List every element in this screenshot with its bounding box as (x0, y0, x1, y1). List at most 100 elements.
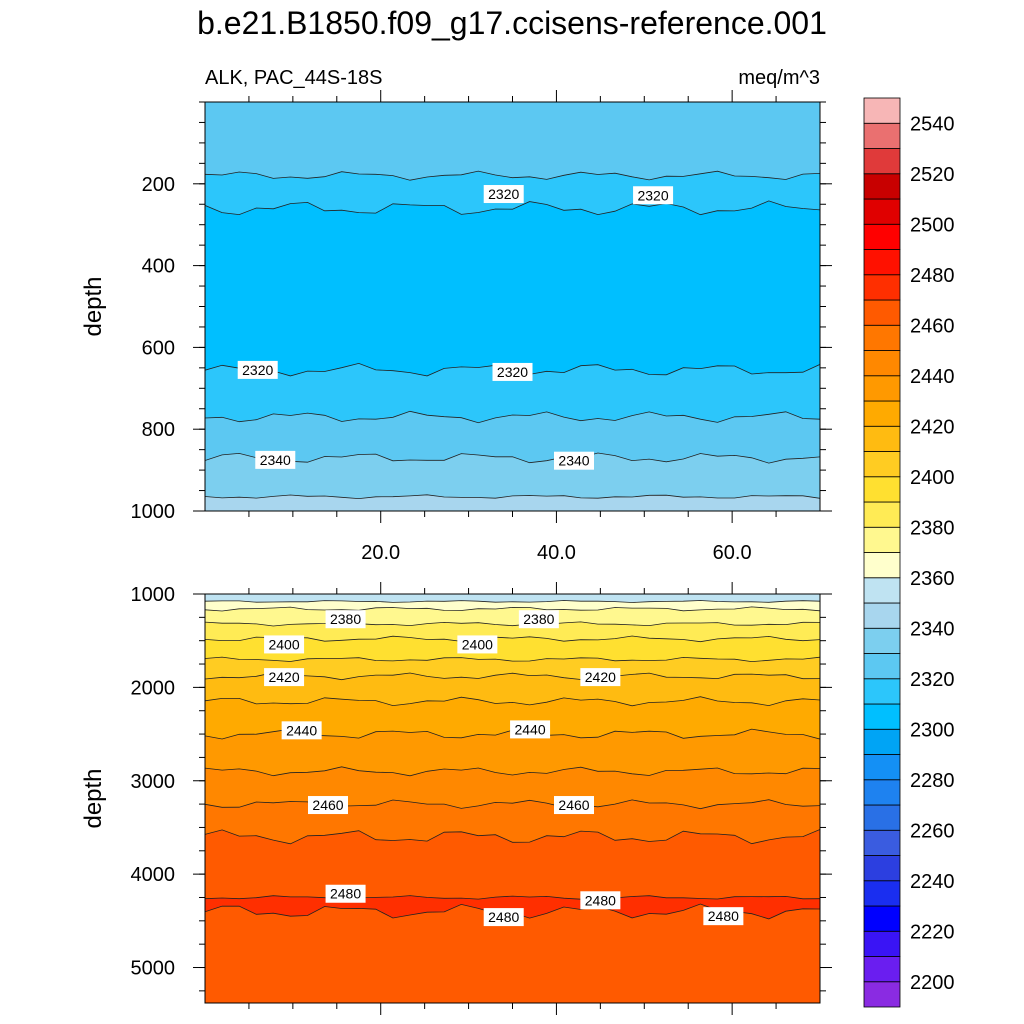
contour-label-text: 2480 (330, 886, 361, 902)
contour-label-text: 2460 (312, 797, 343, 813)
contour-label-text: 2320 (497, 364, 528, 380)
contour-label: 2460 (554, 796, 594, 815)
y-tick-label: 600 (142, 337, 175, 359)
colorbar-label: 2420 (910, 416, 955, 438)
colorbar-box (863, 173, 901, 200)
contour-label: 2400 (264, 635, 305, 654)
contour-line (205, 600, 820, 603)
contour-line (205, 672, 820, 681)
y-tick-label: 3000 (131, 771, 176, 793)
y-tick-label: 1000 (131, 501, 176, 523)
units-subtitle: meq/m^3 (738, 67, 820, 89)
y-tick-label: 200 (142, 174, 175, 196)
colorbar-box (863, 425, 901, 452)
chart-title: b.e21.B1850.f09_g17.ccisens-reference.00… (197, 5, 827, 41)
colorbar-label: 2520 (910, 164, 955, 186)
contour-label-text: 2380 (523, 611, 554, 627)
contour-label-text: 2380 (330, 611, 361, 627)
contour-label-text: 2460 (558, 797, 589, 813)
colorbar-label: 2200 (910, 972, 955, 994)
colorbar-box (863, 324, 901, 351)
colorbar-label: 2380 (910, 517, 955, 539)
contour-line (205, 200, 820, 216)
y-tick-label: 5000 (131, 958, 176, 980)
contour-line (205, 494, 820, 500)
colorbar-box (863, 552, 901, 579)
colorbar-label: 2400 (910, 467, 955, 489)
lower-panel: 1000 2000 3000 4000 5000 depth 2380 2380 2400 240… (80, 582, 832, 1015)
colorbar-box (863, 880, 901, 907)
contour-label: 2480 (703, 907, 744, 926)
colorbar-box (863, 198, 901, 225)
contour-label: 2420 (264, 668, 305, 687)
colorbar-label: 2240 (910, 871, 955, 893)
contour-label: 2320 (492, 362, 533, 381)
contour-label: 2320 (633, 186, 674, 205)
y-axis-label: depth (80, 276, 107, 336)
contour-line (205, 452, 820, 464)
contour-label-text: 2340 (558, 453, 589, 469)
contour-label-text: 2340 (260, 452, 291, 468)
colorbar-label: 2320 (910, 669, 955, 691)
x-tick-label: 40.0 (537, 542, 576, 564)
colorbar-box (863, 526, 901, 553)
contour-line (205, 696, 820, 707)
contour-line (205, 635, 820, 643)
contour-line (205, 799, 820, 810)
contour-label-text: 2400 (268, 636, 299, 652)
contour-label: 2420 (580, 668, 621, 687)
contour-label: 2320 (237, 360, 278, 379)
contour-label-text: 2480 (708, 908, 739, 924)
y-tick-label: 1000 (131, 584, 176, 606)
colorbar-box (863, 400, 901, 427)
y-axis-label: depth (80, 768, 107, 828)
colorbar-box (863, 678, 901, 705)
colorbar-box (863, 703, 901, 730)
y-tick-label: 400 (142, 256, 175, 278)
colorbar-box (863, 804, 901, 831)
colorbar-box (863, 855, 901, 882)
contour-label-text: 2440 (286, 722, 317, 738)
colorbar-box (863, 905, 901, 932)
y-tick-label: 4000 (131, 864, 176, 886)
contour-label-text: 2480 (585, 892, 616, 908)
colorbar-box (863, 779, 901, 806)
colorbar-box (863, 451, 901, 478)
colorbar-label: 2280 (910, 770, 955, 792)
x-tick-label: 60.0 (713, 542, 752, 564)
contour-label: 2440 (510, 720, 551, 739)
contour-line (205, 606, 820, 612)
colorbar-box (863, 476, 901, 503)
y-tick-label: 800 (142, 419, 175, 441)
colorbar-box (863, 602, 901, 629)
colorbar-box (863, 930, 901, 957)
contour-label: 2400 (457, 635, 498, 654)
contour-label-text: 2320 (242, 362, 273, 378)
colorbar-box (863, 981, 901, 1008)
colorbar-label: 2360 (910, 568, 955, 590)
contour-label: 2460 (308, 796, 348, 815)
contour-label: 2380 (518, 610, 559, 629)
colorbar-box (863, 148, 901, 175)
contour-label-text: 2420 (268, 669, 299, 685)
colorbar-box (863, 274, 901, 301)
x-tick-label: 20.0 (361, 542, 400, 564)
contour-line (205, 170, 820, 181)
colorbar-box (863, 829, 901, 856)
contour-label: 2340 (554, 451, 594, 470)
colorbar-box (863, 223, 901, 250)
colorbar-label: 2440 (910, 366, 955, 388)
contour-label-text: 2440 (514, 721, 545, 737)
colorbar-box (863, 122, 901, 149)
colorbar-label: 2500 (910, 214, 955, 236)
colorbar-label: 2340 (910, 618, 955, 640)
contour-label: 2480 (483, 908, 524, 927)
contour-label: 2480 (580, 891, 621, 910)
contour-line (205, 656, 820, 663)
contour-label-text: 2320 (637, 187, 668, 203)
colorbar-box (863, 350, 901, 377)
colorbar-label: 2300 (910, 719, 955, 741)
colorbar-box (863, 97, 901, 124)
y-tick-label: 2000 (131, 677, 176, 699)
